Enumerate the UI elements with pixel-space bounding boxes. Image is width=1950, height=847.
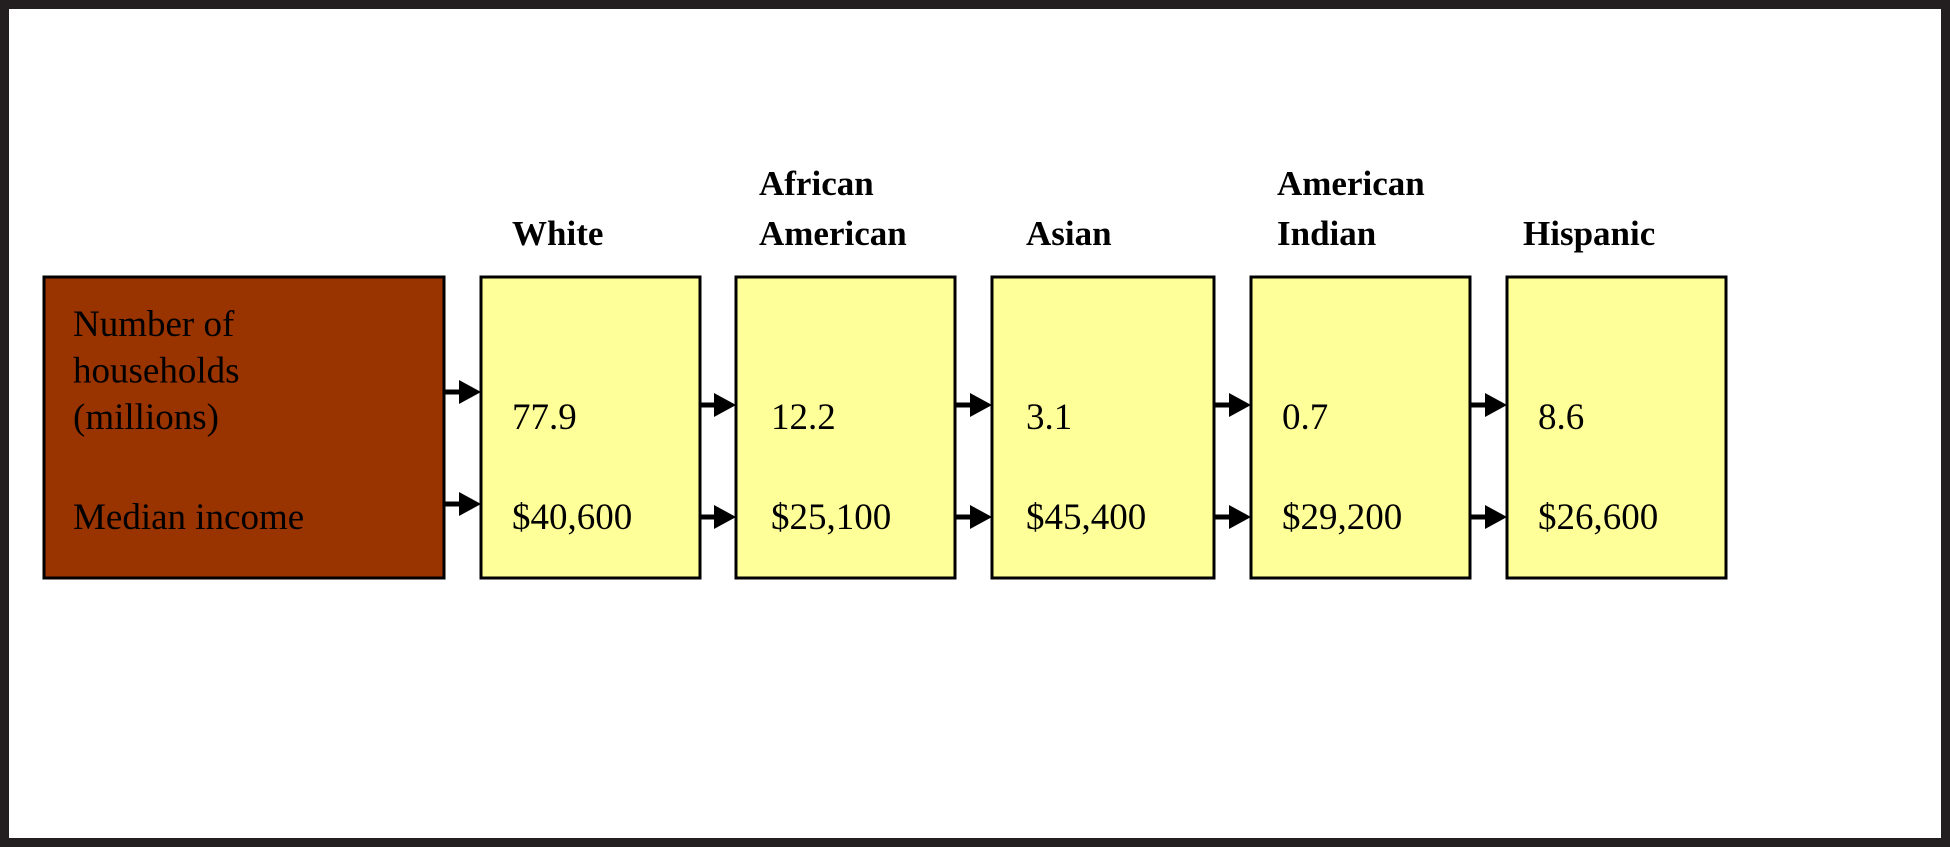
group-header: White bbox=[512, 214, 603, 253]
households-value: 12.2 bbox=[771, 397, 836, 438]
row-label: households bbox=[73, 351, 240, 392]
households-value: 77.9 bbox=[512, 397, 577, 438]
arrow-head bbox=[459, 492, 481, 516]
row-label: (millions) bbox=[73, 397, 219, 438]
group-box bbox=[734, 275, 957, 580]
income-value: $40,600 bbox=[512, 497, 632, 538]
households-value: 3.1 bbox=[1026, 397, 1072, 438]
group-header: Hispanic bbox=[1523, 214, 1655, 253]
arrow-head bbox=[1229, 393, 1251, 417]
group-header: Asian bbox=[1026, 214, 1112, 253]
row-label: Median income bbox=[73, 497, 304, 538]
label-box bbox=[42, 275, 446, 580]
arrow-head bbox=[970, 393, 992, 417]
arrow-head bbox=[714, 393, 736, 417]
group-header: African bbox=[759, 164, 874, 203]
arrow-head bbox=[714, 505, 736, 529]
income-value: $29,200 bbox=[1282, 497, 1402, 538]
group-box bbox=[479, 275, 702, 580]
arrow-head bbox=[1485, 505, 1507, 529]
group-header: American bbox=[1277, 164, 1425, 203]
income-value: $45,400 bbox=[1026, 497, 1146, 538]
households-value: 0.7 bbox=[1282, 397, 1328, 438]
group-header: Indian bbox=[1277, 214, 1376, 253]
income-value: $25,100 bbox=[771, 497, 891, 538]
arrow-head bbox=[459, 380, 481, 404]
row-label: Number of bbox=[73, 304, 235, 345]
households-value: 8.6 bbox=[1538, 397, 1584, 438]
group-header: American bbox=[759, 214, 907, 253]
group-box bbox=[990, 275, 1216, 580]
group-box bbox=[1249, 275, 1472, 580]
arrow-head bbox=[970, 505, 992, 529]
arrow-head bbox=[1229, 505, 1251, 529]
arrow-head bbox=[1485, 393, 1507, 417]
income-value: $26,600 bbox=[1538, 497, 1658, 538]
group-box bbox=[1505, 275, 1728, 580]
